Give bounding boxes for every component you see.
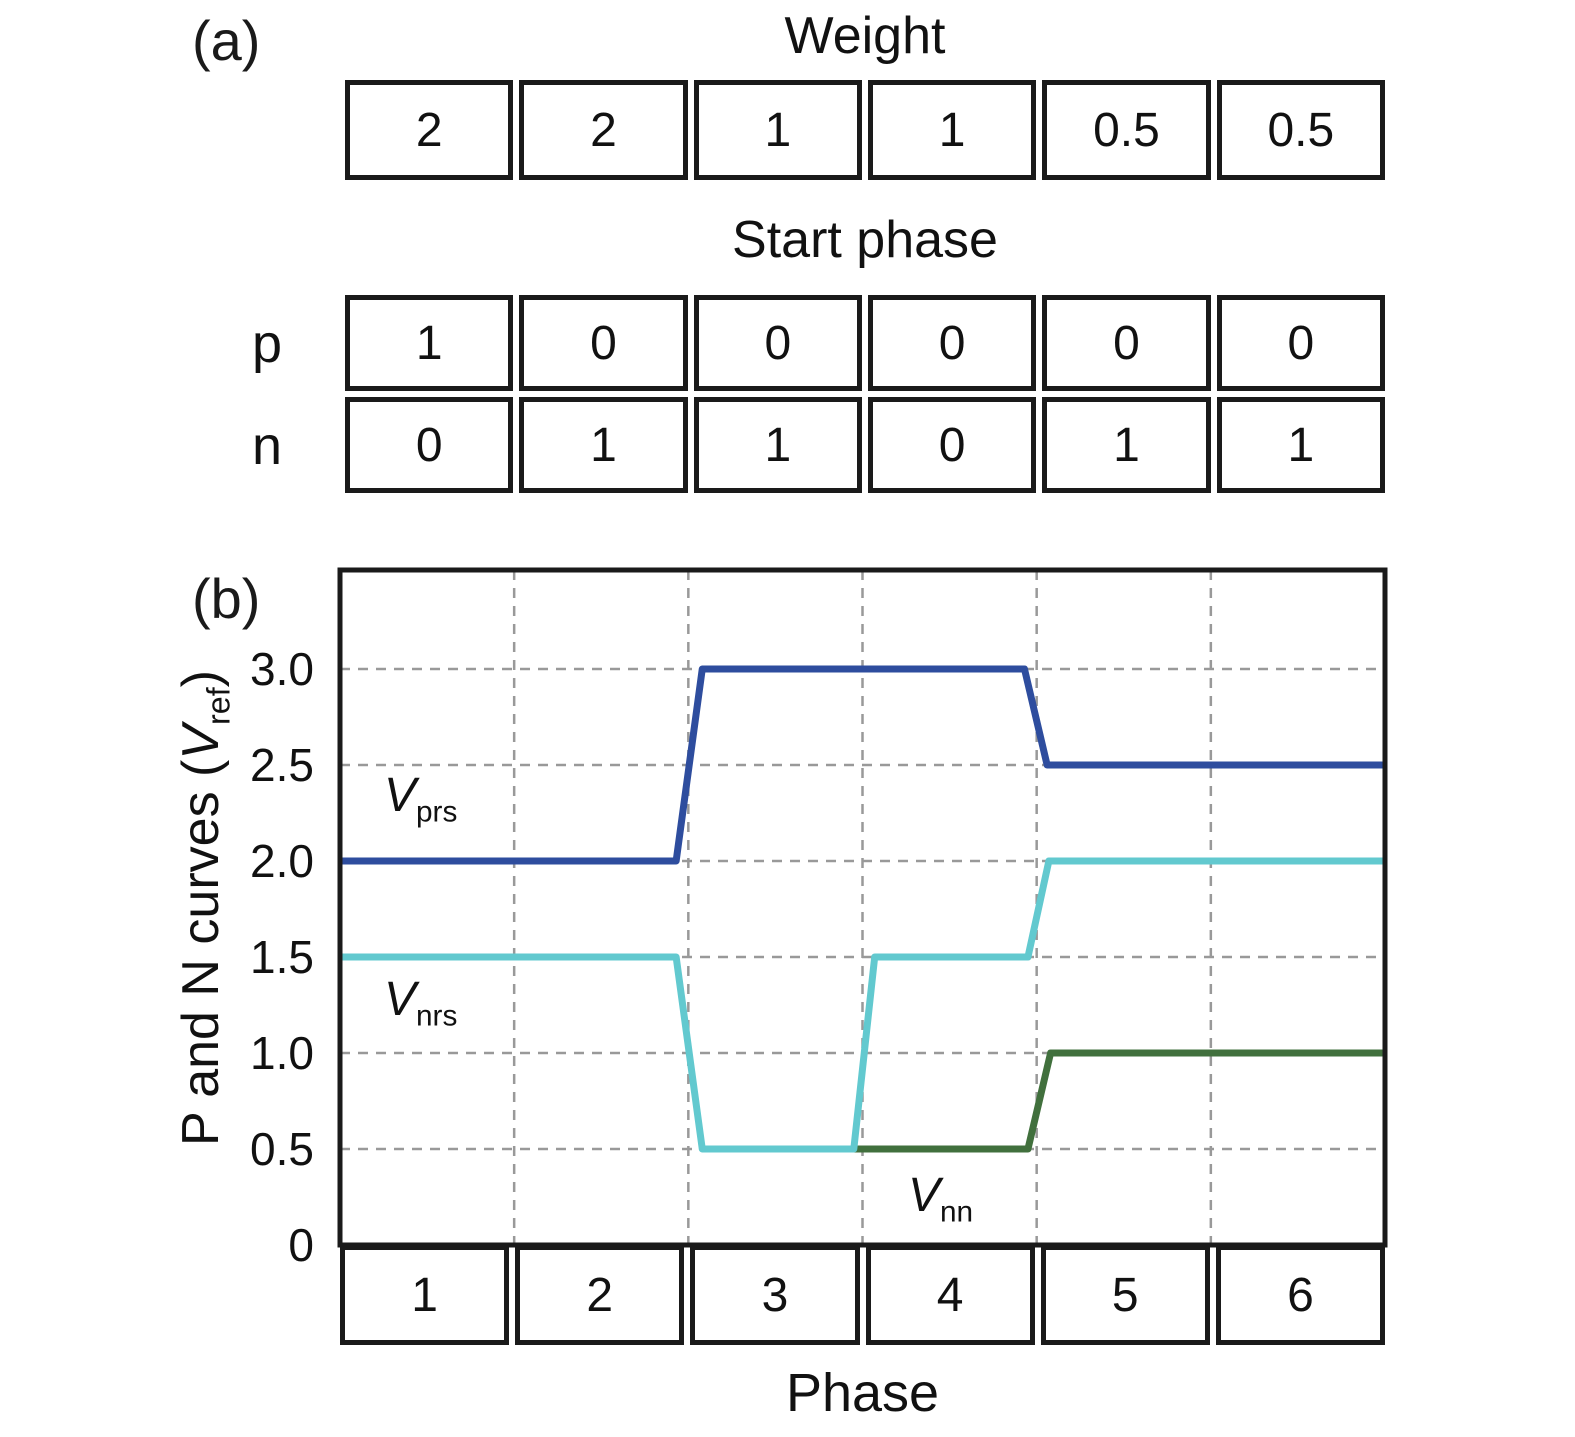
phase-cell: 5: [1040, 1245, 1210, 1345]
weight-cell: 0.5: [1042, 80, 1211, 180]
p-cell: 0: [1042, 295, 1211, 391]
curve-label-vprs-sub: prs: [416, 795, 458, 829]
p-row-label: p: [252, 314, 283, 374]
curve-label-vnn-var: V: [908, 1169, 941, 1222]
panel-a-label: (a): [192, 9, 261, 72]
weight-table: 2 2 1 1 0.5 0.5: [345, 80, 1385, 180]
weight-cell: 2: [345, 80, 514, 180]
curve-label-vprs: Vprs: [384, 768, 457, 830]
p-cell: 0: [519, 295, 688, 391]
weight-table-title: Weight: [784, 7, 946, 65]
phase-cell: 3: [690, 1245, 860, 1345]
weight-cell: 2: [519, 80, 688, 180]
phase-axis-row: 1 2 3 4 5 6: [340, 1245, 1386, 1345]
phase-cell: 6: [1215, 1245, 1386, 1345]
phase-cell: 4: [865, 1245, 1035, 1345]
n-cell: 0: [345, 397, 514, 493]
phase-cell: 1: [340, 1245, 510, 1345]
n-cell: 1: [1042, 397, 1211, 493]
y-tick-label: 0: [288, 1219, 314, 1271]
weight-cell: 1: [693, 80, 862, 180]
p-cell: 0: [867, 295, 1037, 391]
n-cell: 1: [1216, 397, 1385, 493]
start-phase-title: Start phase: [732, 211, 998, 269]
curve-label-vnrs-sub: nrs: [416, 999, 458, 1033]
p-cell: 0: [693, 295, 862, 391]
p-cell: 0: [1216, 295, 1385, 391]
curve-label-vnn: Vnn: [908, 1168, 973, 1230]
n-row-label: n: [252, 416, 283, 476]
start-phase-p-row: 1 0 0 0 0 0: [345, 295, 1385, 391]
n-cell: 1: [519, 397, 688, 493]
weight-cell: 0.5: [1216, 80, 1385, 180]
curve-label-vnrs-var: V: [384, 973, 417, 1026]
n-cell: 1: [693, 397, 862, 493]
x-axis-label: Phase: [785, 1363, 940, 1423]
y-tick-label: 0.5: [250, 1123, 314, 1175]
p-cell: 1: [345, 295, 514, 391]
y-tick-label: 1.5: [250, 931, 314, 983]
n-cell: 0: [867, 397, 1037, 493]
start-phase-n-row: 0 1 1 0 1 1: [345, 397, 1385, 493]
y-tick-label: 1.0: [250, 1027, 314, 1079]
curve-label-vnrs: Vnrs: [384, 972, 457, 1034]
y-tick-label: 2.5: [250, 739, 314, 791]
curve-label-vprs-var: V: [384, 769, 417, 822]
weight-cell: 1: [867, 80, 1037, 180]
y-tick-label: 3.0: [250, 643, 314, 695]
panel-b-label: (b): [192, 567, 261, 630]
line-chart: 0 0.5 1.0 1.5 2.0 2.5 3.0 Vprs Vnrs Vnn: [250, 567, 1388, 1271]
y-tick-label: 2.0: [250, 835, 314, 887]
phase-cell: 2: [515, 1245, 685, 1345]
chart-canvas: 0 0.5 1.0 1.5 2.0 2.5 3.0: [250, 567, 1388, 1271]
curve-label-vnn-sub: nn: [940, 1195, 974, 1229]
